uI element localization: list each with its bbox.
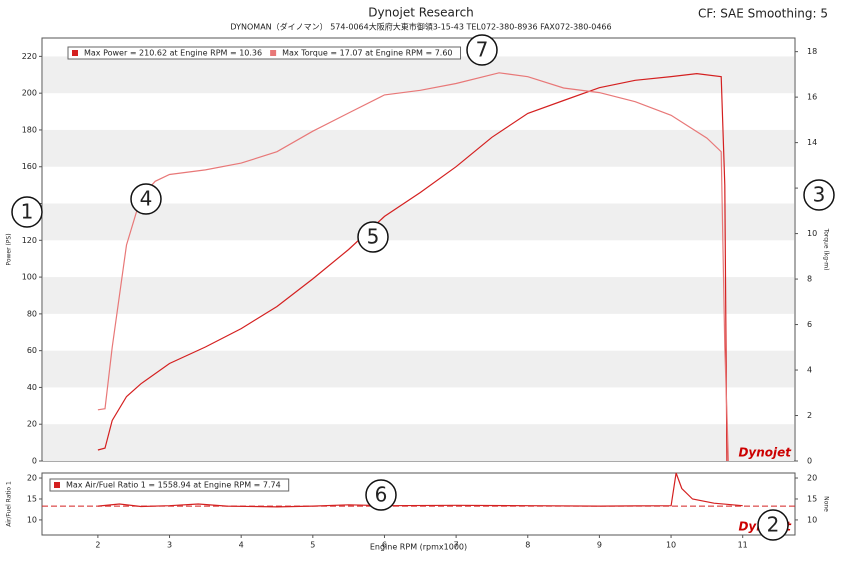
y2-axis-label: None <box>823 496 830 512</box>
annotation-circle <box>130 183 162 215</box>
legend-box <box>67 46 462 60</box>
x-tick-label: 11 <box>738 541 748 550</box>
legend-box <box>49 478 290 492</box>
y-axis-label: Air/Fuel Ratio 1 <box>6 481 13 527</box>
annotation-marker: 2 <box>757 509 789 541</box>
y2-tick-label: 18 <box>807 47 817 56</box>
x-tick-label: 10 <box>666 541 676 550</box>
y-tick-label: 180 <box>22 125 37 134</box>
legend-label: Max Air/Fuel Ratio 1 = 1558.94 at Engine… <box>66 481 281 490</box>
y-tick-label: 80 <box>27 309 37 318</box>
y-tick-label: 160 <box>22 162 37 171</box>
y-tick-label: 100 <box>22 273 37 282</box>
legend-swatch <box>72 50 78 56</box>
y-tick-label: 15 <box>27 494 37 503</box>
settings-text: CF: SAE Smoothing: 5 <box>698 7 828 21</box>
y2-tick-label: 4 <box>807 366 812 375</box>
y-tick-label: 200 <box>22 89 37 98</box>
annotation-circle <box>365 479 397 511</box>
grid-band <box>43 203 794 241</box>
legend-swatch <box>270 50 277 56</box>
legend-label: Max Torque = 17.07 at Engine RPM = 7.60 <box>282 49 452 58</box>
y-tick-label: 20 <box>27 420 37 429</box>
y2-tick-label: 0 <box>807 457 812 466</box>
plot-area <box>41 37 796 462</box>
y-tick-label: 220 <box>22 52 37 61</box>
annotation-number: 2 <box>767 513 780 537</box>
y-tick-label: 120 <box>22 236 37 245</box>
grid-band <box>43 424 794 461</box>
annotation-circle <box>357 221 389 253</box>
chart-subtitle: DYNOMAN（ダイノマン） 574-0064大阪府大東市御領3-15-43 T… <box>230 22 611 32</box>
annotation-number: 7 <box>476 38 489 62</box>
grid-band <box>43 277 794 314</box>
y2-axis-label: Torque (kg-m) <box>823 228 830 271</box>
annotation-number: 4 <box>140 187 153 211</box>
y2-tick-label: 8 <box>807 275 812 284</box>
x-tick-label: 3 <box>167 541 172 550</box>
annotation-circle <box>757 509 789 541</box>
logo: Dynojet <box>738 446 792 460</box>
y2-tick-label: 16 <box>807 93 817 102</box>
x-tick-label: 9 <box>597 541 602 550</box>
annotation-number: 1 <box>21 200 34 224</box>
legend: Max Power = 210.62 at Engine RPM = 10.36… <box>67 46 462 60</box>
chart-title: Dynojet Research <box>368 6 474 20</box>
y-tick-label: 40 <box>27 383 37 392</box>
annotation-marker: 6 <box>365 479 397 511</box>
annotation-circle <box>11 196 43 228</box>
annotation-number: 6 <box>375 483 388 507</box>
y2-tick-label: 15 <box>807 494 817 503</box>
x-tick-label: 6 <box>382 541 387 550</box>
annotation-number: 5 <box>367 225 380 249</box>
y-axis-label: Power (PS) <box>6 233 13 265</box>
annotation-number: 3 <box>813 183 826 207</box>
annotation-marker: 7 <box>466 34 498 66</box>
annotation-marker: 4 <box>130 183 162 215</box>
annotation-circle <box>803 179 835 211</box>
x-tick-label: 5 <box>310 541 315 550</box>
y-tick-label: 10 <box>27 515 37 524</box>
y2-tick-label: 20 <box>807 474 817 483</box>
y-tick-label: 20 <box>27 474 37 483</box>
x-tick-label: 4 <box>239 541 244 550</box>
y-tick-label: 0 <box>32 457 37 466</box>
legend: Max Air/Fuel Ratio 1 = 1558.94 at Engine… <box>49 478 290 492</box>
y2-tick-label: 2 <box>807 411 812 420</box>
annotation-marker: 1 <box>11 196 43 228</box>
x-tick-label: 8 <box>525 541 530 550</box>
legend-swatch <box>54 482 60 488</box>
x-tick-label: 2 <box>95 541 100 550</box>
y2-tick-label: 10 <box>807 515 817 524</box>
annotation-marker: 3 <box>803 179 835 211</box>
legend-label: Max Power = 210.62 at Engine RPM = 10.36 <box>84 49 262 58</box>
grid-band <box>43 350 794 388</box>
x-axis-label: Engine RPM (rpmx1000) <box>370 543 467 552</box>
grid-band <box>43 129 794 167</box>
y-tick-label: 60 <box>27 346 37 355</box>
annotation-circle <box>466 34 498 66</box>
grid-band <box>43 56 794 94</box>
x-tick-label: 7 <box>454 541 459 550</box>
y2-tick-label: 14 <box>807 138 817 147</box>
annotation-marker: 5 <box>357 221 389 253</box>
y2-tick-label: 6 <box>807 320 812 329</box>
series-line <box>97 72 728 462</box>
y2-tick-label: 10 <box>807 229 817 238</box>
